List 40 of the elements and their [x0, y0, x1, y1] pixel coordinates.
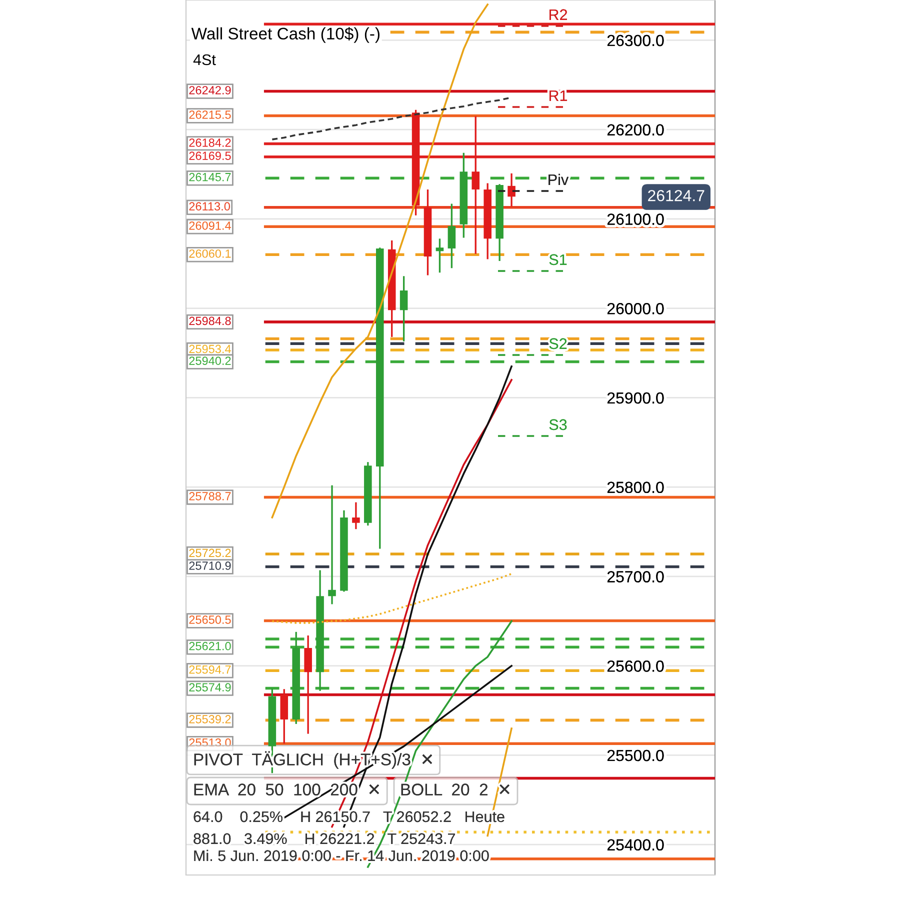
ref-line-label: 25594.7: [189, 665, 231, 674]
ref-line-label: 26242.9: [189, 86, 231, 94]
ref-line-label: 26215.5: [189, 110, 231, 119]
y-tick-label: 26000.0: [607, 302, 664, 314]
ref-line-label: 25940.2: [189, 356, 231, 365]
ref-line-label: 25984.8: [189, 316, 231, 326]
y-tick-label: 25700.0: [607, 571, 664, 582]
ref-line-label: 25788.7: [189, 492, 231, 500]
y-tick-label: 25900.0: [607, 392, 664, 404]
ref-line-label: 26184.2: [189, 138, 231, 147]
ref-line-label: 26145.7: [189, 172, 231, 182]
ref-line-label: 26091.4: [189, 221, 231, 230]
text: Piv: [548, 174, 569, 185]
ref-line-label: 25574.9: [189, 683, 231, 692]
text: S3: [549, 419, 567, 430]
ref-line-label: 25710.9: [189, 562, 231, 570]
ref-line-label: 25953.4: [189, 344, 231, 354]
ref-line-label: 26169.5: [189, 152, 231, 160]
ref-line-label: 26060.1: [189, 249, 231, 258]
y-tick-label: 25800.0: [607, 482, 664, 494]
ref-line-label: 25539.2: [189, 715, 231, 724]
text: S2: [549, 338, 567, 350]
ref-line-label: 25725.2: [189, 548, 231, 558]
text: Wall Street Cash (10$) (-): [191, 27, 380, 43]
text: 26124.7: [648, 190, 704, 202]
y-tick-label: 26100.0: [607, 214, 664, 225]
y-tick-label: 25600.0: [607, 660, 664, 672]
text: R1: [549, 90, 568, 101]
text: S1: [549, 254, 567, 266]
ref-line-label: 25621.0: [189, 642, 231, 650]
annotation: 881.0 3.49% H 26221.2 T 25243.7: [194, 833, 455, 844]
y-tick-label: 26300.0: [607, 34, 664, 46]
text: 4St: [193, 54, 216, 66]
ref-line-label: 26113.0: [189, 202, 230, 211]
y-tick-label: 25500.0: [607, 750, 664, 762]
ref-line-label: 25650.5: [189, 616, 231, 624]
y-tick-label: 25400.0: [607, 839, 664, 851]
text: R2: [549, 9, 567, 20]
y-tick-label: 26200.0: [607, 124, 664, 136]
ref-line-label: 25513.0: [189, 738, 231, 747]
